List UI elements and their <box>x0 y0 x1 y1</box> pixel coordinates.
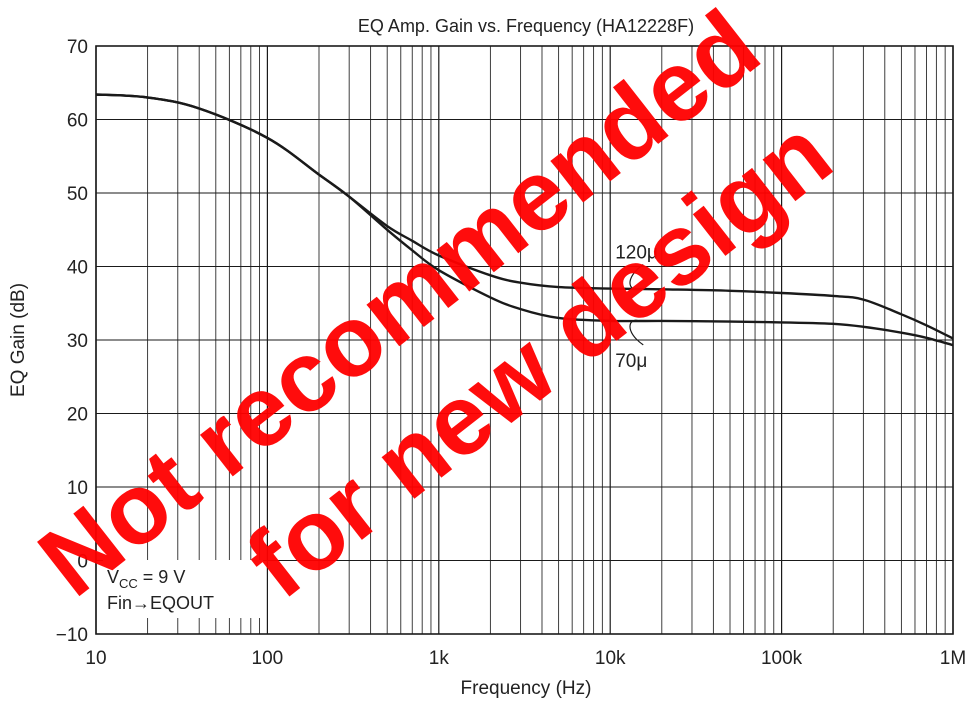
annotation-vcc: VCC = 9 V <box>107 567 185 591</box>
y-tick-label: −10 <box>56 625 88 646</box>
annotation-box <box>103 560 263 618</box>
y-tick-label: 40 <box>67 258 88 279</box>
y-tick-label: 70 <box>67 37 88 58</box>
series-label-120: 120μ <box>615 243 658 264</box>
annotation-fin: Fin→EQOUT <box>107 593 214 613</box>
chart-title: EQ Amp. Gain vs. Frequency (HA12228F) <box>358 16 694 36</box>
x-tick-labels: 10 100 1k 10k 100k 1M <box>85 648 966 669</box>
x-tick-label: 1M <box>940 648 966 669</box>
x-axis-label: Frequency (Hz) <box>461 678 592 699</box>
data-curves <box>95 93 954 347</box>
y-tick-labels: −10 0 10 20 30 40 50 60 70 <box>56 37 88 646</box>
test-conditions-annotation: VCC = 9 V Fin→EQOUT <box>103 560 263 618</box>
y-tick-label: 0 <box>77 552 88 573</box>
x-tick-label: 10k <box>595 648 626 669</box>
series-label-70: 70μ <box>615 351 647 372</box>
series-labels: 120μ 70μ <box>615 243 658 372</box>
annotation-vcc-v: V <box>107 567 119 587</box>
y-tick-label: 50 <box>67 184 88 205</box>
y-tick-label: 20 <box>67 405 88 426</box>
x-tick-label: 100k <box>761 648 803 669</box>
series-line-1 <box>95 93 954 347</box>
x-tick-label: 10 <box>85 648 106 669</box>
plot-frame <box>95 45 954 635</box>
annotation-vcc-rest: = 9 V <box>138 567 186 587</box>
y-tick-label: 60 <box>67 111 88 132</box>
label-leader-120 <box>629 264 644 290</box>
label-leader-70 <box>629 319 644 346</box>
annotation-vcc-sub: CC <box>119 576 138 591</box>
y-tick-label: 30 <box>67 331 88 352</box>
watermark: Not recommended for new design <box>19 0 852 620</box>
y-axis-label: EQ Gain (dB) <box>8 283 29 397</box>
x-tick-label: 100 <box>252 648 284 669</box>
y-tick-label: 10 <box>67 478 88 499</box>
x-tick-label: 1k <box>429 648 450 669</box>
